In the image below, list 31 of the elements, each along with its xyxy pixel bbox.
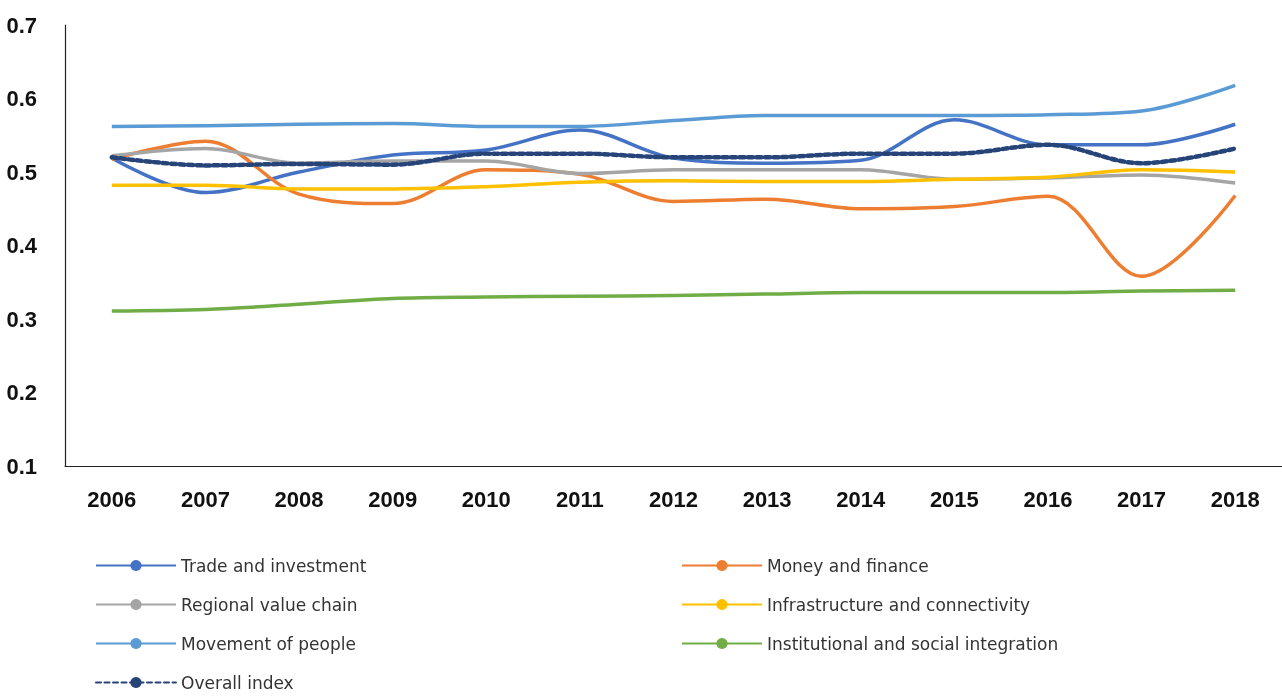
line-series (109, 142, 1238, 168)
x-tick-label: 2018 (1210, 486, 1260, 512)
y-tick-label: 0.7 (6, 12, 37, 38)
y-tick-label: 0.3 (6, 306, 37, 332)
y-tick-label: 0.6 (6, 86, 37, 111)
x-tick-label: 2008 (274, 486, 324, 512)
legend-label: Regional value chain (181, 594, 358, 615)
legend-label: Institutional and social integration (767, 633, 1059, 654)
x-tick-label: 2016 (1023, 486, 1073, 512)
x-tick-label: 2017 (1117, 486, 1167, 512)
x-tick-label: 2009 (368, 486, 418, 512)
legend-label: Overall index (181, 672, 294, 693)
x-tick-label: 2012 (649, 486, 698, 512)
legend-label: Infrastructure and connectivity (767, 594, 1031, 615)
x-tick-label: 2013 (742, 486, 792, 512)
x-tick-label: 2011 (556, 486, 604, 512)
legend-label: Money and finance (767, 555, 929, 576)
x-tick-label: 2015 (929, 486, 979, 512)
y-tick-label: 0.2 (6, 380, 37, 405)
y-tick-label: 0.4 (6, 233, 38, 258)
x-tick-label: 2006 (87, 486, 137, 512)
line-series (110, 168, 1237, 191)
y-tick-label: 0.1 (6, 453, 37, 479)
x-tick-label: 2014 (836, 486, 886, 512)
line-series (110, 288, 1237, 313)
y-tick-label: 0.5 (6, 159, 37, 185)
x-tick-label: 2010 (461, 486, 511, 512)
legend-label: Movement of people (181, 633, 356, 654)
legend-label: Trade and investment (180, 555, 367, 576)
line-series (110, 83, 1237, 129)
x-tick-label: 2007 (180, 486, 230, 512)
